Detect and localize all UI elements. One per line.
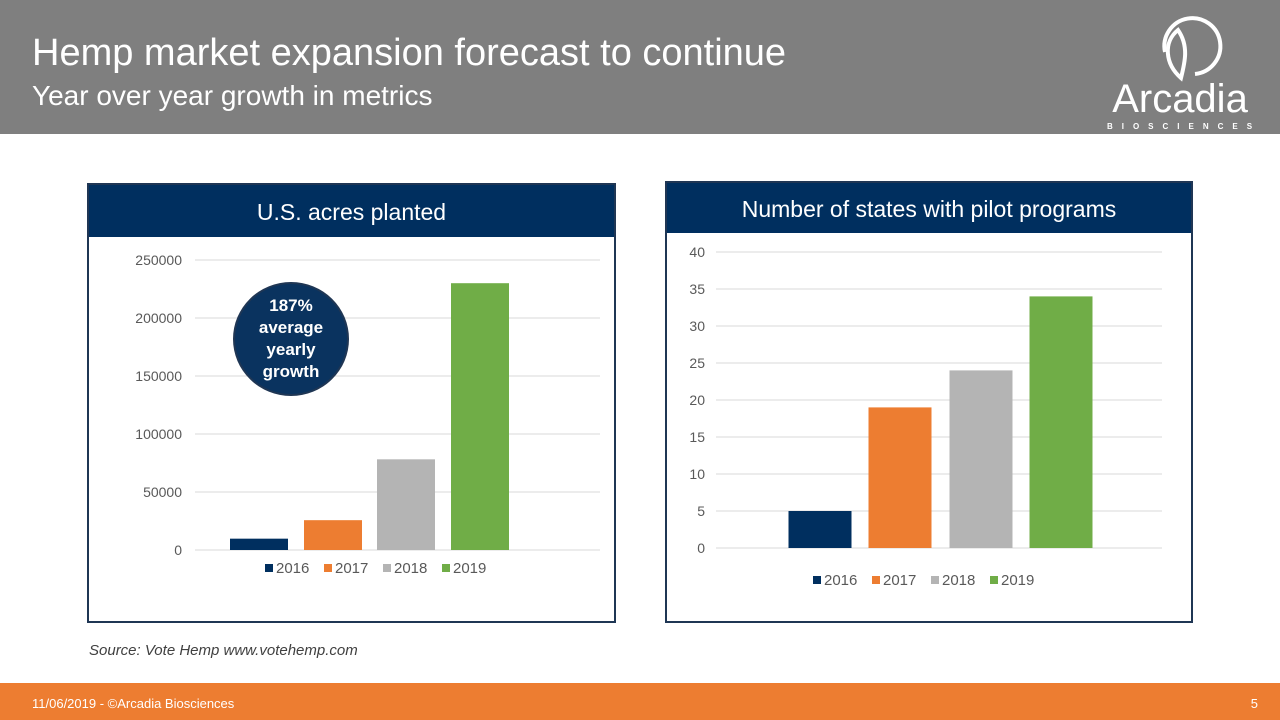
arcadia-logo: Arcadia BIOSCIENCES: [1107, 16, 1261, 131]
bar-2019: [1029, 296, 1093, 548]
legend-swatch: [872, 576, 880, 584]
legend-label: 2019: [1001, 572, 1034, 589]
acres-chart: 0 50000 100000 150000 200000 250000 2016 2017 20…: [135, 252, 600, 577]
y-tick-label: 15: [689, 429, 705, 445]
bar-2019: [451, 283, 509, 550]
legend-label: 2017: [335, 560, 368, 577]
legend-label: 2017: [883, 572, 916, 589]
callout-line: 187%: [269, 296, 313, 315]
header-bar: Hemp market expansion forecast to contin…: [0, 0, 1280, 134]
legend-label: 2016: [824, 572, 857, 589]
legend-label: 2018: [394, 560, 427, 577]
bar-2018: [949, 370, 1013, 548]
callout-line: yearly: [266, 340, 316, 359]
legend-swatch: [990, 576, 998, 584]
page-number: 5: [1250, 696, 1258, 711]
y-tick-label: 0: [174, 542, 182, 558]
legend-swatch: [324, 564, 332, 572]
bar-2017: [868, 407, 932, 548]
source-note: Source: Vote Hemp www.votehemp.com: [89, 642, 358, 659]
bar-2017: [304, 520, 362, 550]
states-chart-title: Number of states with pilot programs: [667, 183, 1191, 233]
footer-date-copyright: 11/06/2019 - ©Arcadia Biosciences: [32, 696, 235, 711]
svg-text:Arcadia: Arcadia: [1112, 77, 1248, 121]
bar-2018: [377, 459, 435, 550]
bar-2016: [230, 538, 288, 550]
y-tick-label: 25: [689, 355, 705, 371]
y-tick-label: 35: [689, 281, 705, 297]
legend-swatch: [383, 564, 391, 572]
callout-line: growth: [262, 362, 320, 381]
y-tick-label: 20: [689, 392, 705, 408]
legend-swatch: [931, 576, 939, 584]
callout-line: average: [258, 318, 324, 337]
page-title: Hemp market expansion forecast to contin…: [32, 32, 787, 74]
y-tick-label: 200000: [135, 310, 182, 326]
y-tick-label: 250000: [135, 252, 182, 268]
acres-chart-title: U.S. acres planted: [89, 185, 614, 237]
y-tick-label: 0: [697, 540, 705, 556]
states-chart: 0 5 10 15 20 25 30 35 40 2016 2017 2018 2019: [689, 244, 1162, 589]
y-tick-label: 100000: [135, 426, 182, 442]
y-tick-label: 50000: [143, 484, 182, 500]
legend-label: 2019: [453, 560, 486, 577]
y-tick-label: 5: [697, 503, 705, 519]
growth-callout: 187% average yearly growth: [233, 282, 349, 396]
page-subtitle: Year over year growth in metrics: [32, 80, 433, 111]
y-tick-label: 10: [689, 466, 705, 482]
y-tick-label: 30: [689, 318, 705, 334]
legend-swatch: [265, 564, 273, 572]
legend-label: 2018: [942, 572, 975, 589]
y-tick-label: 40: [689, 244, 705, 260]
y-tick-label: 150000: [135, 368, 182, 384]
states-chart-panel: Number of states with pilot programs: [665, 181, 1193, 623]
legend-swatch: [813, 576, 821, 584]
footer-bar: 11/06/2019 - ©Arcadia Biosciences 5: [0, 683, 1280, 720]
bar-2016: [788, 511, 852, 548]
svg-text:BIOSCIENCES: BIOSCIENCES: [1107, 122, 1261, 131]
legend-swatch: [442, 564, 450, 572]
legend-label: 2016: [276, 560, 309, 577]
